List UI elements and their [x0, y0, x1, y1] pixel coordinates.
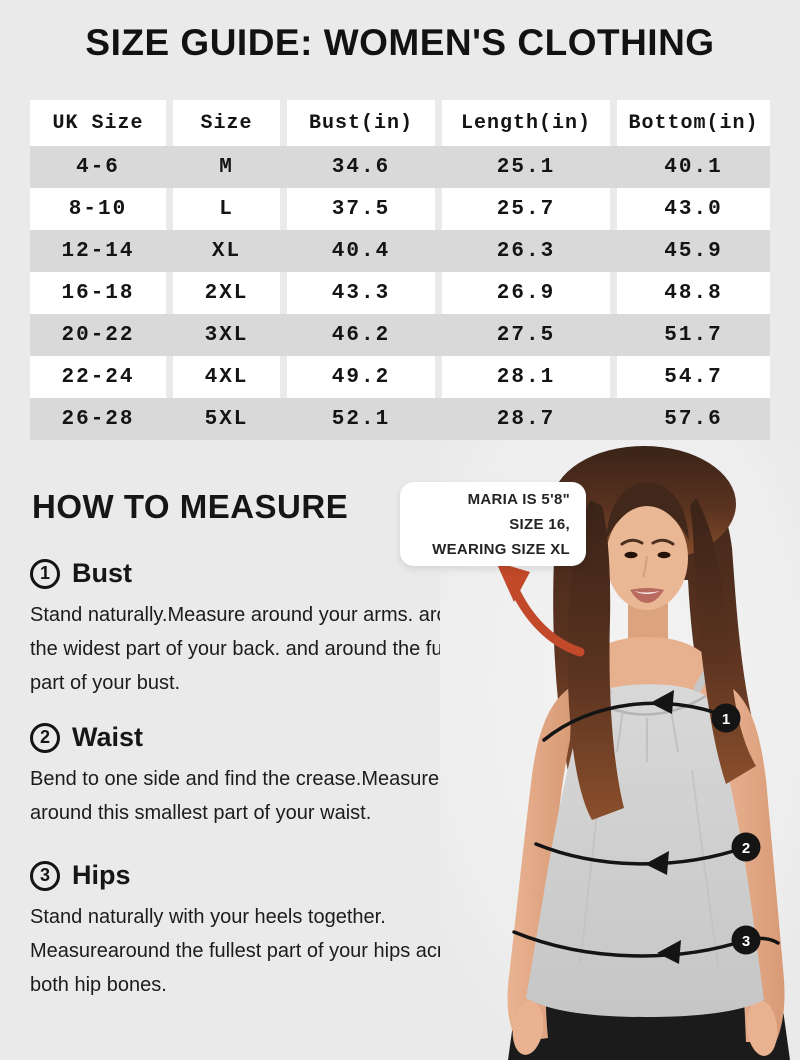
step-heading: 2 Waist: [30, 722, 492, 753]
bust-marker: 1: [711, 703, 741, 733]
step-heading: 1 Bust: [30, 558, 492, 589]
callout-line: WEARING SIZE XL: [432, 540, 570, 558]
table-cell: 28.7: [496, 407, 556, 431]
waist-arrowhead-icon: [645, 851, 669, 875]
table-row: 4-6 M 34.6 25.1 40.1: [30, 146, 770, 188]
column-header: Size: [173, 100, 280, 146]
table-cell: 34.6: [331, 155, 391, 179]
table-cell: 26-28: [61, 407, 135, 431]
model-hair-front: [567, 498, 756, 820]
table-cell: 57.6: [664, 407, 723, 431]
table-cell: M: [219, 155, 234, 179]
step-number-badge: 3: [30, 860, 60, 891]
table-cell: 25.1: [496, 155, 556, 179]
table-cell: 49.2: [287, 356, 435, 398]
table-cell: 48.8: [617, 272, 770, 314]
callout-line: SIZE 16,: [509, 515, 570, 533]
callout-arrow-icon: [496, 562, 585, 657]
table-cell: 5XL: [204, 407, 249, 431]
model-photo: 1 2 3: [440, 440, 800, 1060]
table-cell: 26.3: [496, 239, 556, 263]
hips-arrowhead-icon: [657, 940, 681, 964]
step-heading: 3 Hips: [30, 860, 492, 891]
table-cell: 8-10: [30, 188, 166, 230]
table-cell: 2XL: [173, 272, 280, 314]
page-title: SIZE GUIDE: WOMEN'S CLOTHING: [85, 22, 715, 63]
measurement-lines: [512, 701, 780, 958]
table-cell: 40.4: [331, 239, 391, 263]
table-cell: 25.7: [442, 188, 610, 230]
waist-marker: 2: [731, 832, 761, 862]
bust-measure-line: [542, 701, 730, 742]
model-info-callout: MARIA IS 5'8" SIZE 16, WEARING SIZE XL: [400, 482, 586, 566]
callout-line: MARIA IS 5'8": [467, 490, 570, 508]
table-row: 26-28 5XL 52.1 28.7 57.6: [30, 398, 770, 440]
step-description: Bend to one side and find the crease.Mea…: [30, 768, 481, 824]
waist-marker-number: 2: [742, 840, 750, 857]
measure-step-hips: 3 Hips Stand naturally with your heels t…: [30, 860, 492, 1002]
measurement-arrowheads: [645, 690, 681, 964]
table-cell: 45.9: [664, 239, 723, 263]
bust-arrowhead-icon: [650, 690, 674, 714]
table-cell: 4-6: [76, 155, 120, 179]
table-cell: 27.5: [496, 323, 556, 347]
table-cell: 12-14: [61, 239, 135, 263]
table-cell: 20-22: [61, 323, 135, 347]
step-title: Bust: [72, 558, 132, 588]
table-row: 22-24 4XL 49.2 28.1 54.7: [30, 356, 770, 398]
table-cell: 37.5: [287, 188, 435, 230]
hips-marker-number: 3: [742, 933, 750, 950]
step-title: Waist: [72, 722, 144, 752]
model-face-features: [620, 538, 675, 603]
column-header: Length(in): [442, 100, 610, 146]
table-row: 12-14 XL 40.4 26.3 45.9: [30, 230, 770, 272]
step-number-badge: 1: [30, 558, 60, 589]
step-number-badge: 2: [30, 722, 60, 753]
hips-measure-line: [512, 930, 780, 958]
column-header: UK Size: [30, 100, 166, 146]
table-cell: 16-18: [30, 272, 166, 314]
table-cell: 46.2: [331, 323, 391, 347]
table-cell: 43.0: [617, 188, 770, 230]
measure-step-bust: 1 Bust Stand naturally.Measure around yo…: [30, 558, 492, 700]
table-header-row: UK Size Size Bust(in) Length(in) Bottom(in): [30, 100, 770, 146]
table-cell: 28.1: [442, 356, 610, 398]
table-cell: 43.3: [287, 272, 435, 314]
table-row: 8-10 L 37.5 25.7 43.0: [30, 188, 770, 230]
table-row: 20-22 3XL 46.2 27.5 51.7: [30, 314, 770, 356]
table-cell: 4XL: [173, 356, 280, 398]
table-cell: 54.7: [617, 356, 770, 398]
table-cell: 3XL: [204, 323, 249, 347]
table-cell: 26.9: [442, 272, 610, 314]
table-cell: 22-24: [30, 356, 166, 398]
size-table: UK Size Size Bust(in) Length(in) Bottom(in) 4…: [30, 100, 770, 440]
step-title: Hips: [72, 860, 131, 890]
column-header: Bust(in): [287, 100, 435, 146]
table-cell: 51.7: [664, 323, 723, 347]
step-description: Stand naturally.Measure around your arms…: [30, 604, 481, 694]
table-cell: 40.1: [664, 155, 723, 179]
how-to-measure-heading: HOW TO MEASURE: [32, 488, 349, 525]
table-cell: XL: [211, 239, 242, 263]
hips-marker: 3: [731, 925, 761, 955]
model-hairline: [606, 482, 689, 540]
waist-measure-line: [534, 842, 748, 866]
table-row: 16-18 2XL 43.3 26.9 48.8: [30, 272, 770, 314]
table-cell: 52.1: [331, 407, 391, 431]
bust-marker-number: 1: [722, 711, 730, 728]
table-cell: L: [173, 188, 280, 230]
column-header: Bottom(in): [617, 100, 770, 146]
step-description: Stand naturally with your heels together…: [30, 906, 475, 996]
measure-step-waist: 2 Waist Bend to one side and find the cr…: [30, 722, 492, 830]
